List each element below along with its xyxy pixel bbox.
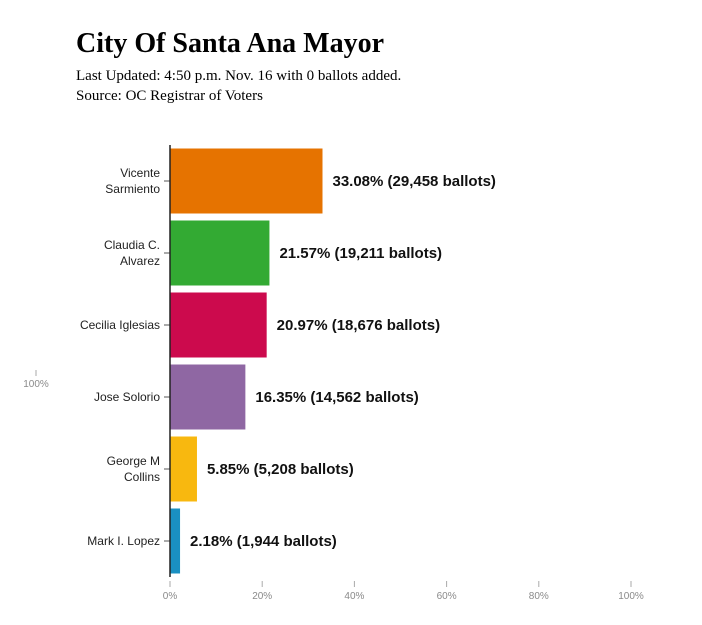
bar — [170, 436, 197, 502]
bar — [170, 148, 323, 214]
bar — [170, 508, 181, 574]
x-tick-label: 0% — [163, 591, 178, 602]
category-label: Jose Solorio — [94, 390, 160, 404]
category-label: Vicente Sarmiento — [105, 166, 160, 196]
category-label: Mark I. Lopez — [87, 534, 160, 548]
category-label: Cecilia Iglesias — [80, 318, 160, 332]
last-updated-text: Last Updated: 4:50 p.m. Nov. 16 with 0 b… — [76, 68, 402, 84]
data-label: 20.97% (18,676 ballots) — [277, 317, 440, 334]
x-tick-label: 40% — [344, 591, 364, 602]
category-label: George M Collins — [107, 454, 160, 484]
bar — [170, 364, 246, 430]
data-label: 21.57% (19,211 ballots) — [279, 245, 442, 262]
data-label: 33.08% (29,458 ballots) — [332, 173, 495, 190]
x-tick-label: 20% — [252, 591, 272, 602]
source-text: Source: OC Registrar of Voters — [76, 88, 263, 104]
x-tick-label: 60% — [437, 591, 457, 602]
category-label: Claudia C. Alvarez — [104, 238, 160, 268]
data-label: 16.35% (14,562 ballots) — [255, 389, 418, 406]
x-tick-label: 80% — [529, 591, 549, 602]
data-label: 2.18% (1,944 ballots) — [190, 533, 337, 550]
x-tick-label: 100% — [618, 591, 644, 602]
chart-title: City Of Santa Ana Mayor — [76, 28, 384, 59]
bar — [170, 220, 270, 286]
stray-tick-label: 100% — [23, 379, 49, 390]
data-label: 5.85% (5,208 ballots) — [207, 461, 354, 478]
bar — [170, 292, 267, 358]
